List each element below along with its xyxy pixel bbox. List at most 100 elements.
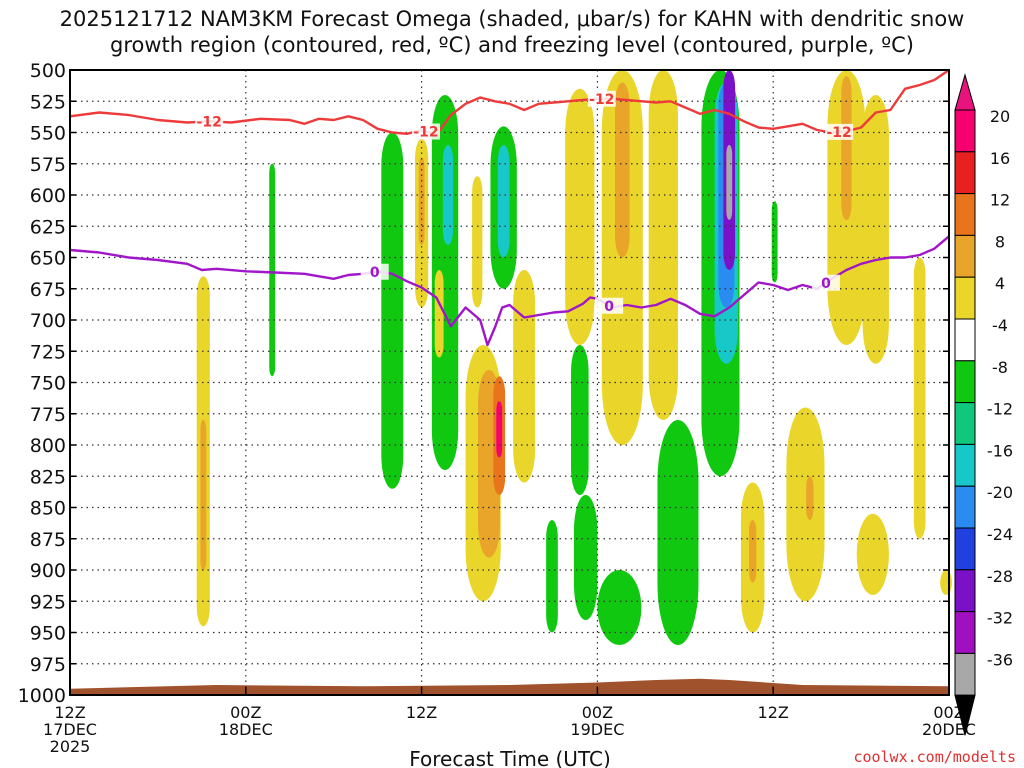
- x-tick-label-0-2: 2025: [50, 737, 91, 756]
- omega-cell-18: [565, 88, 595, 345]
- y-tick-label-775: 775: [30, 404, 66, 426]
- contour-label-0-2: -12: [589, 92, 614, 108]
- omega-cell-2: [269, 163, 276, 377]
- contour-line-0: [69, 69, 950, 137]
- omega-cell-15: [496, 401, 503, 458]
- colorbar-label-12: 12: [990, 191, 1010, 210]
- omega-cell-7: [442, 145, 454, 245]
- omega-cell-32: [749, 520, 757, 583]
- y-tick-label-675: 675: [30, 279, 66, 301]
- omega-cell-40: [913, 257, 926, 539]
- omega-cell-13: [497, 145, 510, 258]
- y-tick-label-700: 700: [30, 310, 66, 332]
- omega-cell-23: [597, 570, 642, 645]
- contour-label-1-2: 0: [821, 276, 831, 292]
- colorbar-swatch-11: [954, 569, 976, 613]
- colorbar-label--8: -8: [992, 358, 1008, 377]
- colorbar-label--28: -28: [987, 567, 1013, 586]
- colorbar-label--24: -24: [987, 525, 1013, 544]
- y-tick-label-625: 625: [30, 216, 66, 238]
- colorbar-label--20: -20: [987, 483, 1013, 502]
- x-tick-label-4-0: 12Z: [758, 703, 789, 722]
- x-tick-label-3-1: 19DEC: [570, 720, 624, 739]
- colorbar-swatch-5: [954, 318, 976, 362]
- omega-cell-24: [648, 70, 678, 420]
- omega-cell-25: [657, 420, 699, 645]
- y-tick-label-750: 750: [30, 373, 66, 395]
- colorbar-label-4: 4: [995, 274, 1005, 293]
- y-tick-label-725: 725: [30, 341, 66, 363]
- y-tick-label-800: 800: [30, 435, 66, 457]
- omega-cell-22: [614, 82, 630, 258]
- omega-cell-9: [472, 176, 483, 308]
- contour-label-bg-1-2: [811, 274, 840, 291]
- omega-cell-41: [940, 570, 952, 595]
- x-tick-label-3-0: 00Z: [582, 703, 613, 722]
- colorbar-label--36: -36: [987, 650, 1013, 669]
- colorbar-label-8: 8: [995, 232, 1005, 251]
- terrain-area: [70, 678, 949, 695]
- colorbar-swatch-9: [954, 485, 976, 529]
- colorbar-swatch-7: [954, 402, 976, 445]
- omega-cell-20: [573, 495, 598, 620]
- chart-title-line2: growth region (contoured, red, ºC) and f…: [110, 33, 914, 57]
- colorbar-label-20: 20: [990, 107, 1010, 126]
- chart-title-line1: 2025121712 NAM3KM Forecast Omega (shaded…: [60, 7, 965, 31]
- contour-label-0-0: -12: [197, 114, 222, 130]
- y-tick-label-600: 600: [30, 185, 66, 207]
- colorbar-swatch-4: [954, 276, 976, 320]
- contour-label-bg-0-0: [195, 113, 224, 130]
- colorbar-label--16: -16: [987, 441, 1013, 460]
- contour-label-bg-0-1: [411, 123, 440, 140]
- y-axis: 500 525 550 575 600 625 650 675 700 725 750 775 800 8…: [18, 60, 949, 707]
- omega-cell-38: [862, 95, 889, 364]
- colorbar-label-16: 16: [990, 149, 1010, 168]
- x-tick-label-1-1: 18DEC: [219, 720, 273, 739]
- colorbar-bottom-arrow: [954, 694, 976, 736]
- y-tick-label-650: 650: [30, 248, 66, 270]
- omega-cell-16: [513, 270, 536, 483]
- omega-cell-17: [546, 520, 558, 633]
- x-axis-title: Forecast Time (UTC): [409, 747, 611, 768]
- contour-label-bg-0-2: [587, 90, 616, 107]
- colorbar-swatch-12: [954, 611, 976, 654]
- x-tick-label-0-0: 12Z: [54, 703, 85, 722]
- colorbar-swatch-3: [954, 234, 976, 278]
- y-tick-label-975: 975: [30, 654, 66, 676]
- omega-cell-30: [726, 145, 733, 220]
- y-tick-label-950: 950: [30, 623, 66, 645]
- contour-label-1-0: 0: [370, 265, 380, 281]
- credit-text: coolwx.com/modelts: [853, 748, 1016, 766]
- omega-shading: [196, 70, 952, 645]
- contour-label-bg-1-0: [360, 263, 389, 280]
- y-tick-label-875: 875: [30, 529, 66, 551]
- y-tick-label-925: 925: [30, 591, 66, 613]
- omega-cell-39: [856, 513, 889, 595]
- colorbar-label--12: -12: [987, 400, 1013, 419]
- contour-label-0-3: -12: [826, 125, 851, 141]
- y-tick-label-550: 550: [30, 123, 66, 145]
- colorbar-label--32: -32: [987, 609, 1013, 628]
- colorbar: 20 16 12 8 4 -4 -8 -12 -16 -20 -24 -28 -32 -36: [954, 73, 1013, 736]
- y-tick-label-900: 900: [30, 560, 66, 582]
- y-tick-label-1000: 1000: [18, 685, 66, 707]
- x-tick-label-0-1: 17DEC: [43, 720, 97, 739]
- contour-label-1-1: 0: [604, 299, 614, 315]
- terrain-fill: [70, 678, 949, 695]
- contour-label-0-1: -12: [413, 125, 438, 141]
- y-tick-label-525: 525: [30, 91, 66, 113]
- colorbar-label--4: -4: [992, 316, 1008, 335]
- omega-cell-34: [786, 407, 825, 602]
- omega-cell-8: [434, 270, 444, 358]
- y-tick-label-500: 500: [30, 60, 66, 82]
- contour-label-bg-0-3: [825, 123, 854, 140]
- contour-label-bg-1-1: [595, 297, 624, 314]
- y-tick-label-575: 575: [30, 154, 66, 176]
- colorbar-swatch-0: [954, 109, 976, 153]
- omega-cell-37: [841, 76, 852, 220]
- omega-cell-35: [806, 476, 814, 520]
- colorbar-swatch-8: [954, 443, 976, 487]
- y-tick-label-825: 825: [30, 466, 66, 488]
- omega-cell-3: [381, 132, 404, 489]
